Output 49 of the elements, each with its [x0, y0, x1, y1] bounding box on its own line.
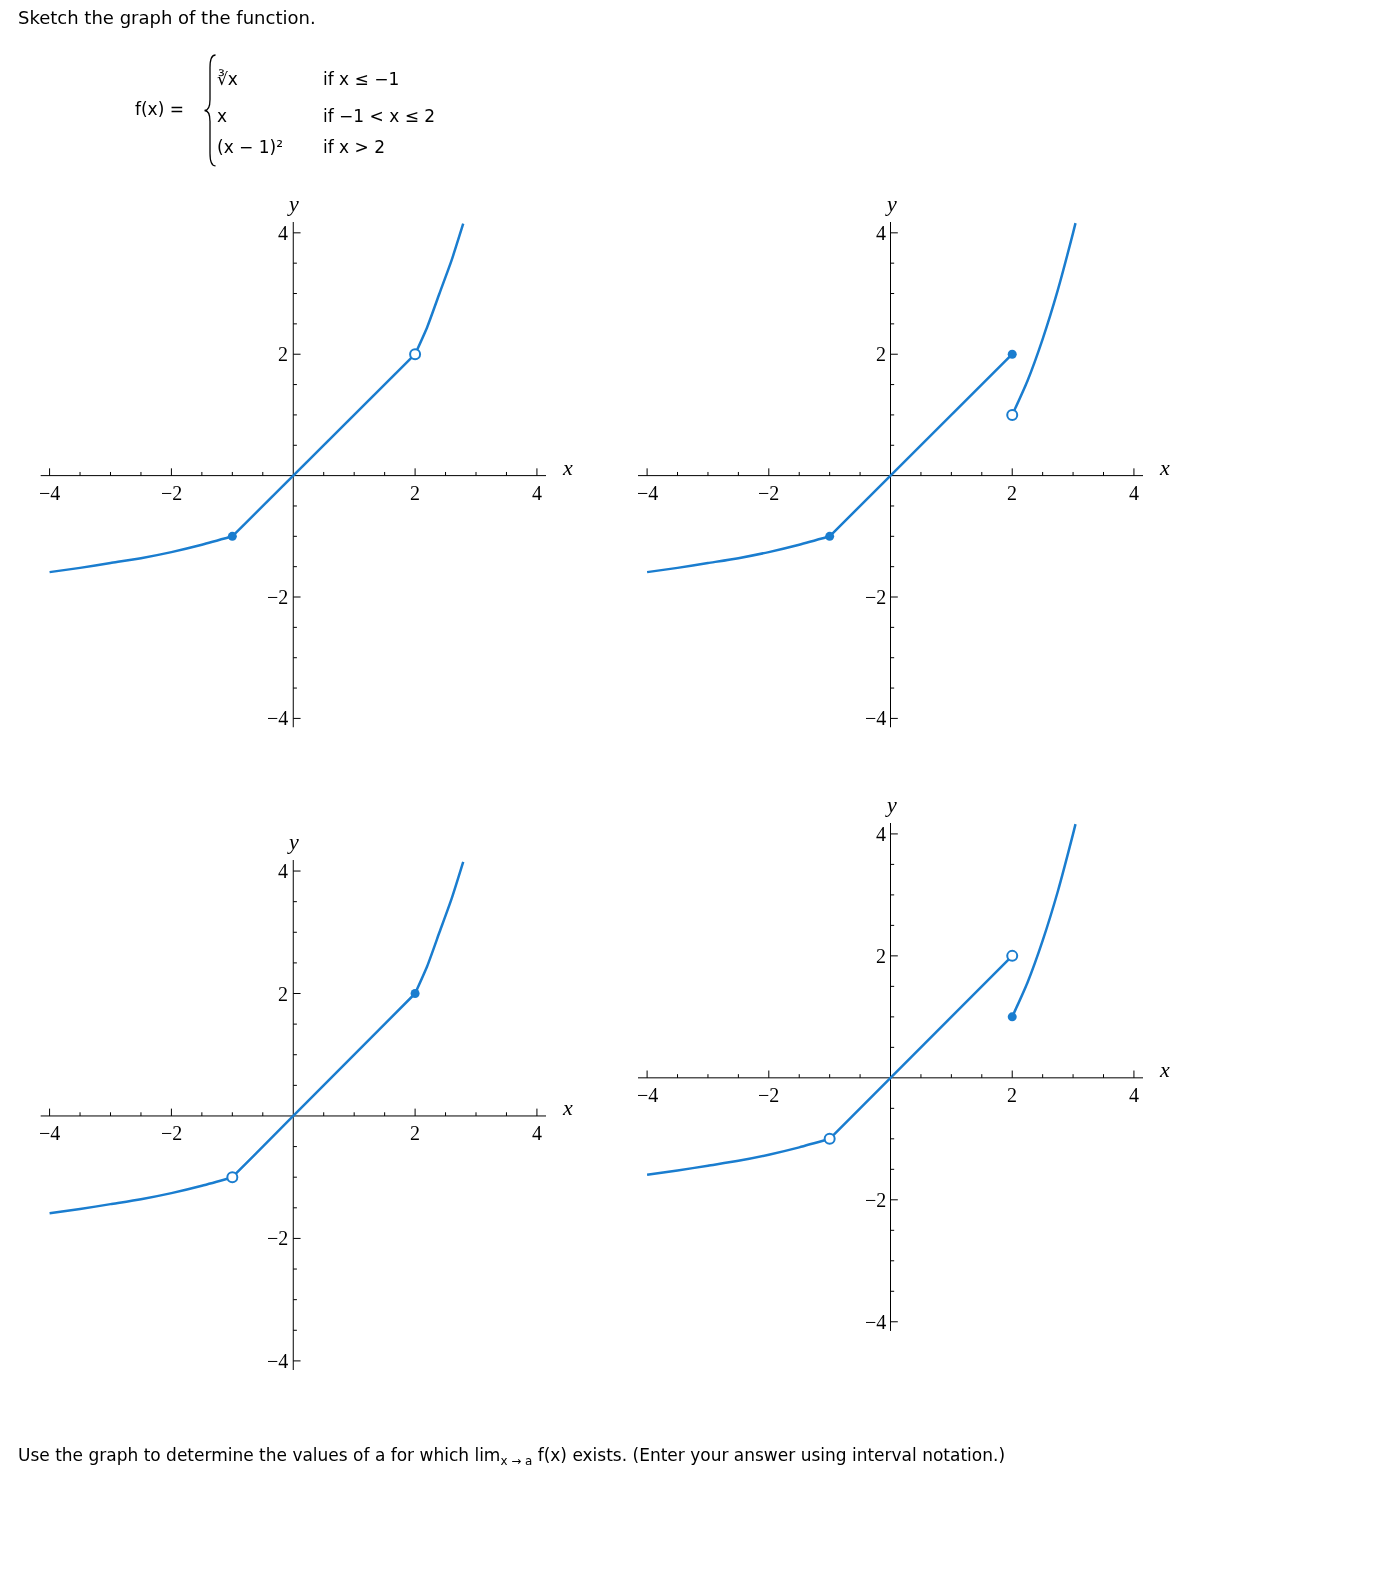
text: if x ≤ −1 — [323, 69, 400, 89]
y-tick-label: 4 — [876, 823, 886, 845]
y-tick-label: −2 — [865, 1189, 887, 1211]
x-tick-label: −2 — [758, 482, 780, 504]
y-tick-label: 4 — [876, 222, 886, 244]
x-axis-title: x — [1159, 455, 1170, 480]
y-axis-title: y — [287, 829, 299, 854]
x-axis-title: x — [562, 1095, 573, 1120]
x-tick-label: 2 — [1007, 482, 1017, 504]
x-tick-label: 4 — [1129, 1084, 1139, 1106]
y-axis-title: y — [885, 792, 897, 817]
y-tick-label: 2 — [278, 343, 288, 365]
text: x — [217, 106, 228, 126]
x-tick-label: −2 — [161, 482, 183, 504]
y-axis-title: y — [885, 191, 897, 216]
text: if −1 < x ≤ 2 — [323, 106, 436, 126]
x-tick-label: 4 — [1129, 482, 1139, 504]
text: ∛x — [217, 69, 238, 89]
text: Use the graph to determine the values of a for which lim$_{x → a}$ f(x) exists. (Enter your answer using interval notation.) — [18, 1445, 1006, 1468]
text: f(x) = — [135, 99, 184, 119]
y-tick-label: 4 — [278, 222, 288, 244]
y-tick-label: −2 — [267, 586, 289, 608]
y-tick-label: −2 — [865, 586, 887, 608]
y-tick-label: 4 — [278, 860, 288, 882]
y-tick-label: −4 — [865, 707, 887, 729]
text: (x − 1)² — [217, 137, 284, 157]
x-tick-label: −4 — [39, 482, 61, 504]
x-tick-label: 4 — [532, 1122, 542, 1144]
y-tick-label: −4 — [865, 1311, 887, 1333]
x-tick-label: −4 — [637, 482, 659, 504]
y-tick-label: −4 — [267, 1350, 289, 1372]
chart-title: Sketch the graph of the function. — [18, 7, 316, 28]
y-tick-label: 2 — [876, 343, 886, 365]
x-axis-title: x — [562, 455, 573, 480]
y-axis-title: y — [287, 191, 299, 216]
y-tick-label: 2 — [278, 983, 288, 1005]
x-tick-label: −4 — [637, 1084, 659, 1106]
y-tick-label: −4 — [267, 707, 289, 729]
text: if x > 2 — [323, 137, 386, 157]
x-tick-label: −4 — [39, 1122, 61, 1144]
x-axis-title: x — [1159, 1057, 1170, 1082]
y-tick-label: −2 — [267, 1227, 289, 1249]
x-tick-label: −2 — [758, 1084, 780, 1106]
x-tick-label: 2 — [410, 482, 420, 504]
x-tick-label: 2 — [1007, 1084, 1017, 1106]
x-tick-label: 4 — [532, 482, 542, 504]
y-tick-label: 2 — [876, 945, 886, 967]
x-tick-label: 2 — [410, 1122, 420, 1144]
x-tick-label: −2 — [161, 1122, 183, 1144]
